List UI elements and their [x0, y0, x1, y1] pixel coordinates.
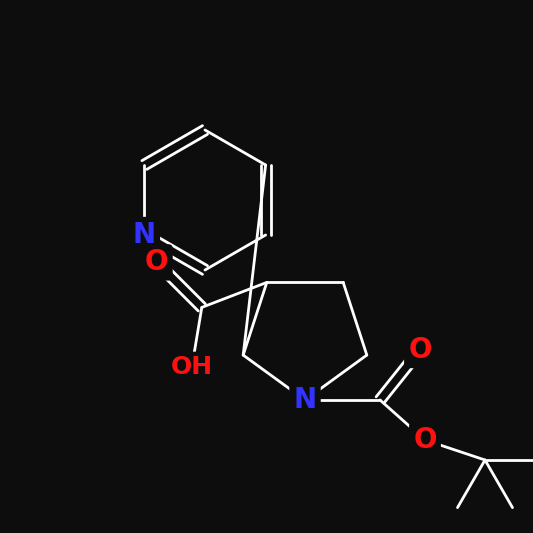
Text: N: N — [133, 221, 156, 249]
Text: O: O — [145, 248, 168, 277]
Text: O: O — [413, 426, 437, 454]
Text: N: N — [294, 386, 317, 414]
Text: OH: OH — [171, 356, 213, 379]
Text: O: O — [408, 336, 432, 364]
